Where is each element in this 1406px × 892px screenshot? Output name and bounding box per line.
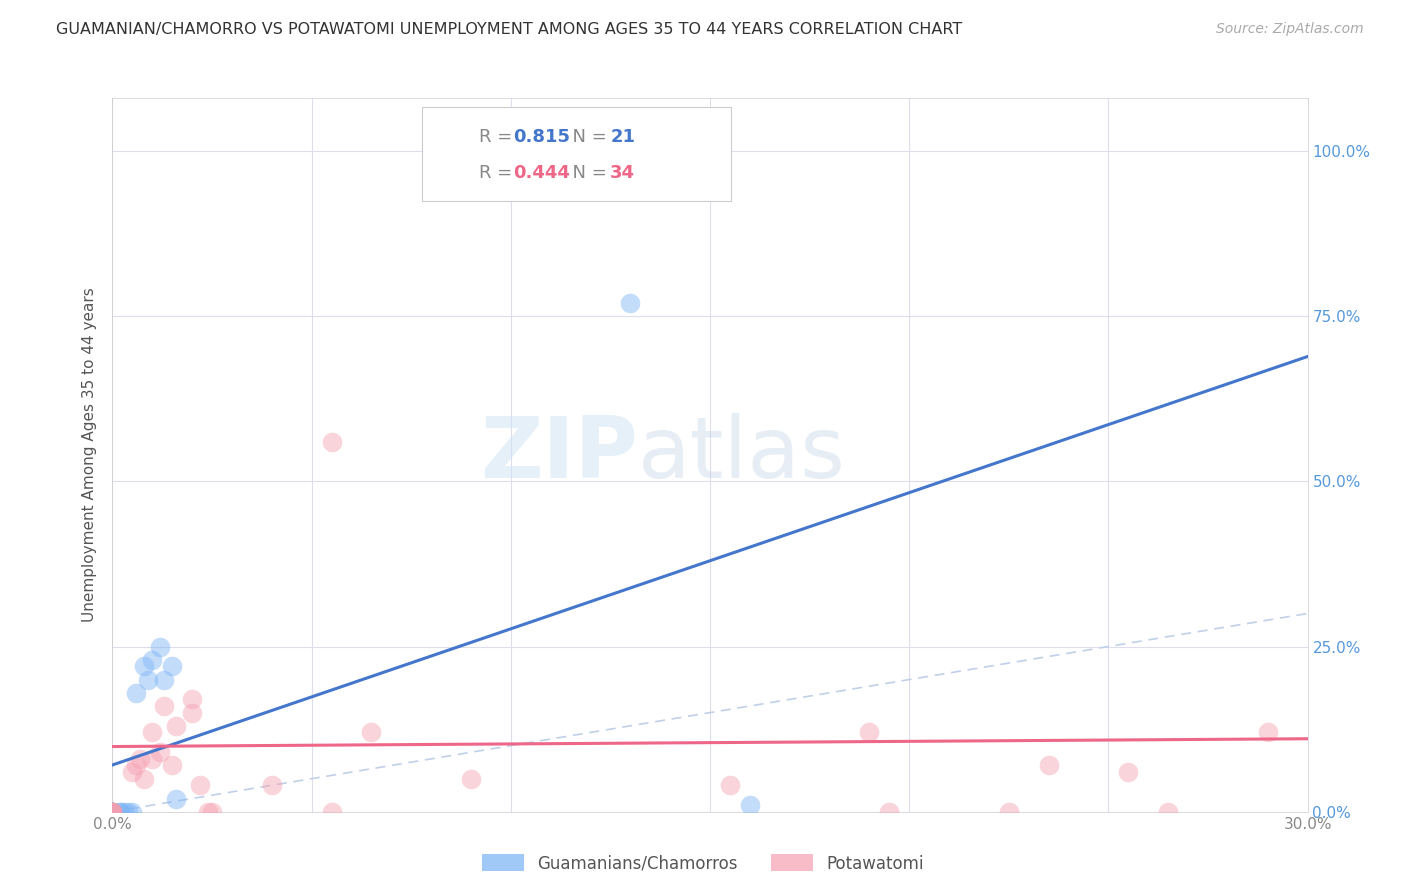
- Point: [101, 805, 124, 819]
- Point: [321, 434, 343, 449]
- Point: [101, 805, 124, 819]
- Point: [1116, 765, 1139, 780]
- Text: 21: 21: [610, 128, 636, 146]
- Text: 0.815: 0.815: [513, 128, 571, 146]
- Text: Source: ZipAtlas.com: Source: ZipAtlas.com: [1216, 22, 1364, 37]
- Point: [101, 805, 124, 819]
- Text: GUAMANIAN/CHAMORRO VS POTAWATOMI UNEMPLOYMENT AMONG AGES 35 TO 44 YEARS CORRELAT: GUAMANIAN/CHAMORRO VS POTAWATOMI UNEMPLO…: [56, 22, 963, 37]
- Point: [165, 719, 187, 733]
- Point: [138, 673, 160, 687]
- Point: [360, 725, 382, 739]
- Point: [877, 805, 900, 819]
- Point: [738, 798, 761, 813]
- Point: [165, 791, 187, 805]
- Point: [101, 805, 124, 819]
- Point: [998, 805, 1021, 819]
- Point: [121, 765, 143, 780]
- Point: [181, 706, 204, 720]
- Point: [141, 725, 163, 739]
- Point: [1257, 725, 1279, 739]
- Point: [141, 752, 163, 766]
- Point: [460, 772, 482, 786]
- Text: N =: N =: [561, 128, 613, 146]
- Point: [619, 296, 641, 310]
- Point: [134, 659, 156, 673]
- Point: [718, 778, 741, 792]
- Text: 0.444: 0.444: [513, 164, 569, 182]
- Point: [117, 805, 139, 819]
- Point: [1038, 758, 1060, 772]
- Point: [499, 144, 522, 158]
- Y-axis label: Unemployment Among Ages 35 to 44 years: Unemployment Among Ages 35 to 44 years: [82, 287, 97, 623]
- Point: [181, 692, 204, 706]
- Point: [101, 805, 124, 819]
- Text: R =: R =: [479, 164, 519, 182]
- Point: [858, 725, 880, 739]
- Point: [149, 640, 172, 654]
- Point: [162, 758, 183, 772]
- Point: [197, 805, 219, 819]
- Point: [110, 805, 132, 819]
- Text: R =: R =: [479, 128, 519, 146]
- Point: [101, 805, 124, 819]
- Point: [101, 805, 124, 819]
- Point: [321, 805, 343, 819]
- Point: [141, 653, 163, 667]
- Point: [101, 805, 124, 819]
- Point: [101, 805, 124, 819]
- Point: [149, 745, 172, 759]
- Text: atlas: atlas: [638, 413, 846, 497]
- Point: [101, 805, 124, 819]
- Point: [1157, 805, 1180, 819]
- Point: [129, 752, 152, 766]
- Point: [114, 805, 135, 819]
- Text: 34: 34: [610, 164, 636, 182]
- Point: [260, 778, 283, 792]
- Point: [134, 772, 156, 786]
- Legend: Guamanians/Chamorros, Potawatomi: Guamanians/Chamorros, Potawatomi: [475, 847, 931, 880]
- Point: [153, 673, 176, 687]
- Point: [153, 698, 176, 713]
- Text: N =: N =: [561, 164, 613, 182]
- Text: ZIP: ZIP: [481, 413, 638, 497]
- Point: [101, 805, 124, 819]
- Point: [162, 659, 183, 673]
- Point: [121, 805, 143, 819]
- Point: [125, 758, 148, 772]
- Point: [110, 805, 132, 819]
- Point: [201, 805, 224, 819]
- Point: [125, 686, 148, 700]
- Point: [188, 778, 211, 792]
